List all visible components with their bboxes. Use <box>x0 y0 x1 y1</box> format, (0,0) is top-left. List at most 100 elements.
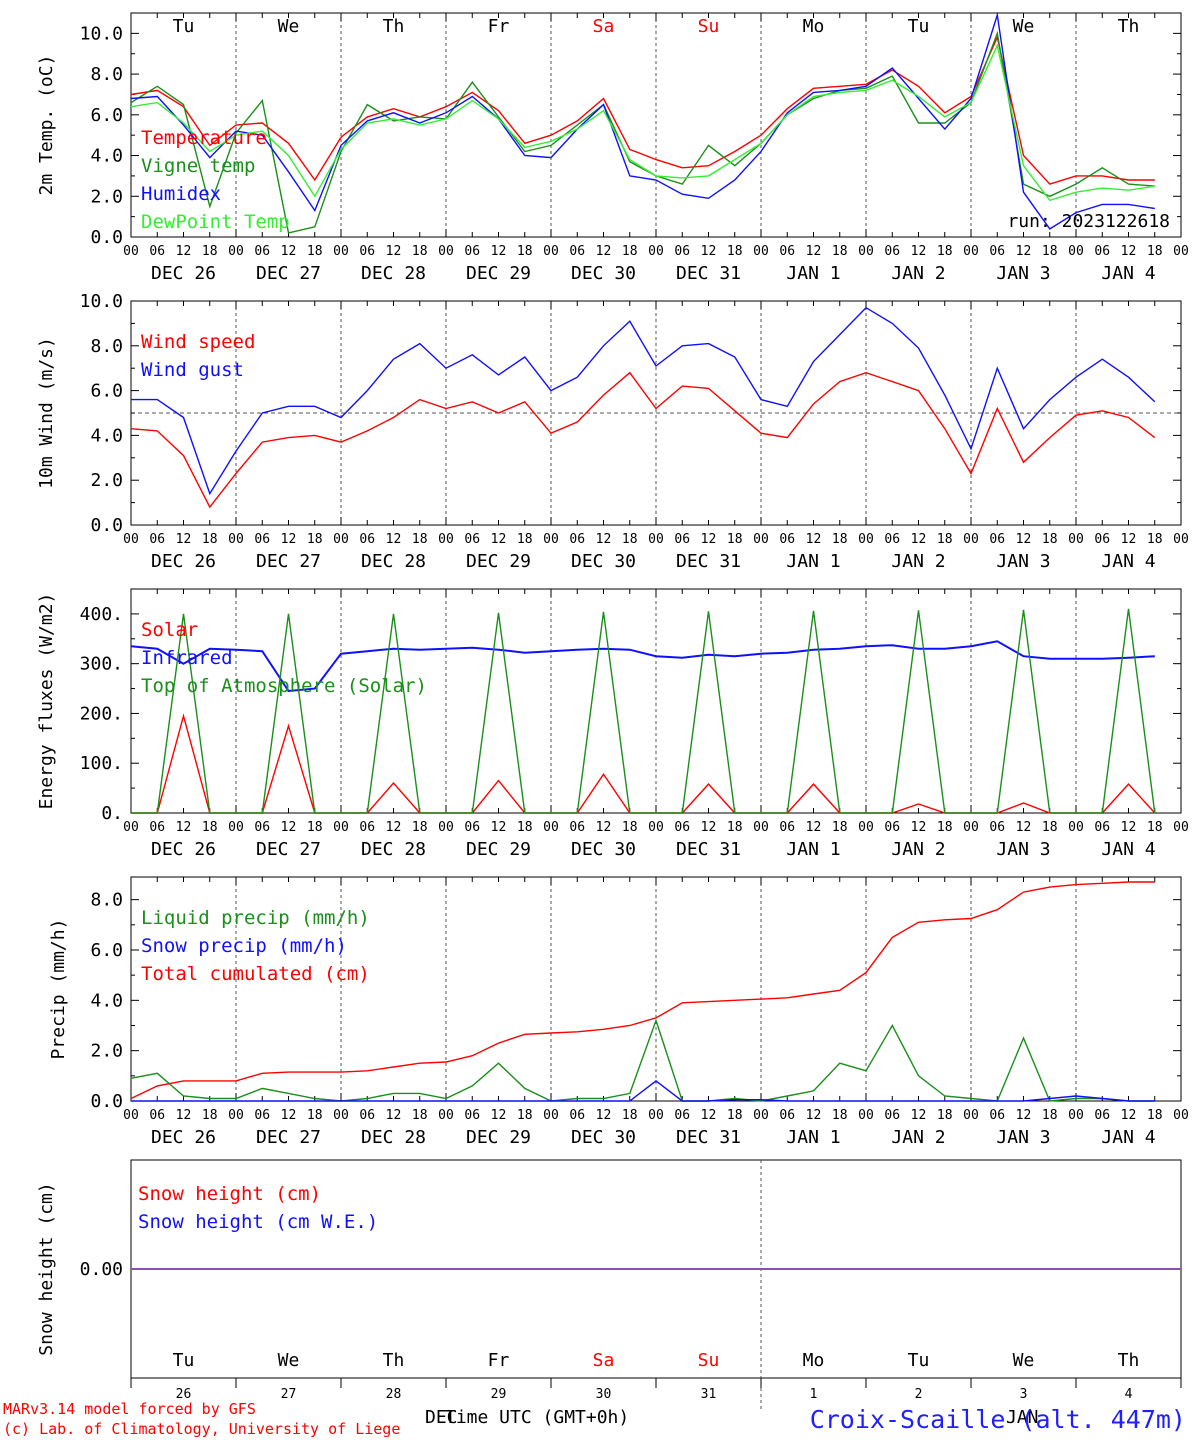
hour-tick-label: 00 <box>963 1108 979 1123</box>
hour-tick-label: 06 <box>1094 1108 1110 1123</box>
hour-tick-label: 06 <box>149 1108 165 1123</box>
hour-tick-label: 18 <box>517 244 533 259</box>
weekday-label: We <box>278 1350 300 1371</box>
hour-tick-label: 06 <box>569 820 585 835</box>
hour-tick-label: 18 <box>307 244 323 259</box>
hour-tick-label: 12 <box>806 244 822 259</box>
model-credit: MARv3.14 model forced by GFS <box>3 1400 256 1418</box>
weekday-label: Sa <box>593 1350 615 1371</box>
hour-tick-label: 12 <box>386 244 402 259</box>
hour-tick-label: 00 <box>543 1108 559 1123</box>
y-tick-label: 6.0 <box>90 105 123 126</box>
hour-tick-label: 00 <box>858 532 874 547</box>
y-tick-label: 100. <box>80 753 123 774</box>
hour-tick-label: 00 <box>963 532 979 547</box>
weekday-label: Su <box>698 16 720 37</box>
legend-entry: Top of Atmosphere (Solar) <box>141 675 427 697</box>
y-tick-label: 4.0 <box>90 990 123 1011</box>
date-label: JAN 3 <box>996 839 1050 860</box>
hour-tick-label: 06 <box>254 244 270 259</box>
series-line-top-of-atmosphere-solar <box>131 608 1156 814</box>
hour-tick-label: 18 <box>937 1108 953 1123</box>
hour-tick-label: 06 <box>1094 532 1110 547</box>
hour-tick-label: 00 <box>333 820 349 835</box>
weekday-label: Th <box>383 16 405 37</box>
date-label: DEC 31 <box>676 1127 741 1148</box>
hour-tick-label: 12 <box>491 820 507 835</box>
hour-tick-label: 12 <box>1016 820 1032 835</box>
hour-tick-label: 00 <box>123 532 139 547</box>
y-tick-label: 10.0 <box>80 291 123 312</box>
station-title: Croix-Scaille (alt. 447m) <box>810 1405 1186 1434</box>
hour-tick-label: 00 <box>1068 1108 1084 1123</box>
hour-tick-label: 06 <box>1094 244 1110 259</box>
hour-tick-label: 00 <box>1068 532 1084 547</box>
hour-tick-label: 18 <box>1147 532 1163 547</box>
series-line-snow-precip-mm-h <box>131 1080 1155 1102</box>
hour-tick-label: 06 <box>464 532 480 547</box>
hour-tick-label: 18 <box>307 532 323 547</box>
hour-tick-label: 18 <box>412 244 428 259</box>
y-axis-label: 10m Wind (m/s) <box>36 337 57 489</box>
hour-tick-label: 18 <box>622 244 638 259</box>
y-tick-label: 0.0 <box>90 227 123 248</box>
hour-tick-label: 18 <box>832 244 848 259</box>
hour-tick-label: 18 <box>202 820 218 835</box>
hour-tick-label: 00 <box>228 532 244 547</box>
hour-tick-label: 12 <box>701 532 717 547</box>
hour-tick-label: 00 <box>963 244 979 259</box>
hour-tick-label: 00 <box>1173 244 1189 259</box>
y-tick-label: 0.0 <box>90 515 123 536</box>
hour-tick-label: 00 <box>438 244 454 259</box>
date-label: DEC 28 <box>361 839 426 860</box>
hour-tick-label: 18 <box>1042 244 1058 259</box>
date-label: DEC 30 <box>571 1127 636 1148</box>
date-label: DEC 29 <box>466 551 531 572</box>
hour-tick-label: 18 <box>1147 1108 1163 1123</box>
hour-tick-label: 00 <box>333 244 349 259</box>
hour-tick-label: 06 <box>464 1108 480 1123</box>
hour-tick-label: 00 <box>858 244 874 259</box>
weekday-label: Tu <box>908 1350 930 1371</box>
hour-tick-label: 18 <box>517 532 533 547</box>
hour-tick-label: 18 <box>937 820 953 835</box>
date-label: DEC 30 <box>571 551 636 572</box>
hour-tick-label: 06 <box>779 244 795 259</box>
hour-tick-label: 06 <box>884 244 900 259</box>
date-label: DEC 29 <box>466 263 531 284</box>
date-label: JAN 1 <box>786 551 840 572</box>
hour-tick-label: 12 <box>1121 244 1137 259</box>
hour-tick-label: 12 <box>281 532 297 547</box>
hour-tick-label: 12 <box>911 1108 927 1123</box>
weekday-label: Su <box>698 1350 720 1371</box>
day-number-label: 28 <box>386 1387 402 1402</box>
hour-tick-label: 12 <box>701 820 717 835</box>
hour-tick-label: 00 <box>648 532 664 547</box>
run-label: run: 2023122618 <box>1007 211 1170 232</box>
legend-entry: Wind speed <box>141 331 255 353</box>
date-label: JAN 2 <box>891 263 945 284</box>
hour-tick-label: 18 <box>727 820 743 835</box>
hour-tick-label: 12 <box>386 1108 402 1123</box>
hour-tick-label: 06 <box>149 244 165 259</box>
date-label: DEC 30 <box>571 263 636 284</box>
day-number-label: 31 <box>701 1387 717 1402</box>
legend-entry: Humidex <box>141 183 221 205</box>
series-line-wind-speed <box>130 371 1156 509</box>
y-tick-label: 6.0 <box>90 940 123 961</box>
hour-tick-label: 06 <box>674 1108 690 1123</box>
hour-tick-label: 06 <box>779 532 795 547</box>
legend-entry: Snow height (cm W.E.) <box>138 1211 378 1233</box>
weekday-label: Tu <box>908 16 930 37</box>
hour-tick-label: 12 <box>1121 820 1137 835</box>
hour-tick-label: 12 <box>596 244 612 259</box>
legend-entry: Infrared <box>141 647 233 669</box>
date-label: JAN 2 <box>891 551 945 572</box>
y-tick-label: 0.00 <box>80 1259 123 1280</box>
date-label: DEC 28 <box>361 551 426 572</box>
series-line-solar <box>131 713 1156 814</box>
hour-tick-label: 18 <box>727 1108 743 1123</box>
date-label: DEC 27 <box>256 263 321 284</box>
hour-tick-label: 00 <box>228 820 244 835</box>
hour-tick-label: 12 <box>386 532 402 547</box>
